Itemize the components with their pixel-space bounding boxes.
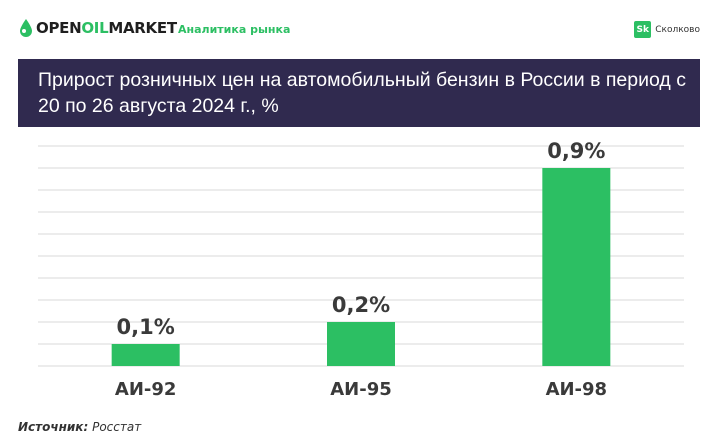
data-label: 0,1%: [117, 315, 175, 339]
data-label: 0,2%: [332, 293, 390, 317]
category-label: АИ-92: [115, 379, 177, 400]
skolkovo-logo: Sk Сколково: [634, 21, 700, 38]
header-subtitle: Аналитика рынка: [178, 23, 291, 36]
bar-АИ-92: [111, 344, 180, 366]
bar-chart: 0,1% АИ-92 0,2% АИ-95 0,9% АИ-98: [38, 139, 684, 400]
skolkovo-label: Сколково: [655, 24, 700, 35]
source-label: Источник:: [18, 420, 89, 434]
skolkovo-badge-icon: Sk: [634, 21, 652, 38]
bar-АИ-95: [327, 322, 395, 366]
bar-АИ-98: [542, 168, 611, 366]
source-note: Источник: Росстат: [18, 420, 141, 434]
oil-drop-icon: [20, 19, 32, 37]
chart-bars: [111, 168, 611, 366]
category-label: АИ-98: [546, 379, 608, 400]
chart-labels: 0,1% АИ-92 0,2% АИ-95 0,9% АИ-98: [115, 139, 607, 400]
source-value: Росстат: [92, 420, 142, 434]
title-bar: Прирост розничных цен на автомобильный б…: [18, 59, 700, 127]
category-label: АИ-95: [330, 379, 392, 400]
brand-logo[interactable]: OPENOILMARKET: [18, 18, 177, 38]
data-label: 0,9%: [547, 139, 605, 163]
chart-title: Прирост розничных цен на автомобильный б…: [38, 69, 686, 117]
header: OPENOILMARKET Аналитика рынка Sk Сколков…: [0, 0, 720, 56]
brand-name: OPENOILMARKET: [36, 19, 177, 37]
